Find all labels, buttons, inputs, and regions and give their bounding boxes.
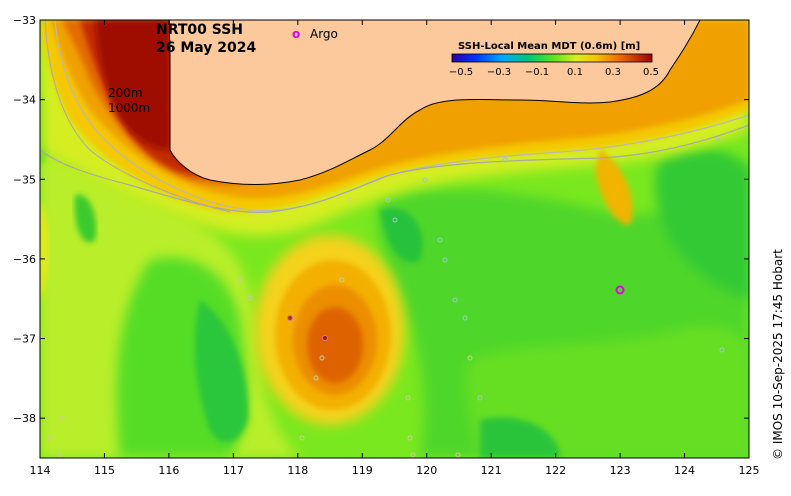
float-dot (57, 452, 63, 458)
y-tick-label: −34 (13, 94, 36, 107)
colorbar-ticks: −0.5 −0.3 −0.1 0.1 0.3 0.5 (449, 67, 659, 78)
float-dot (422, 177, 428, 183)
map-title: NRT00 SSH (156, 22, 243, 38)
float-dot (392, 217, 398, 223)
colorbar-title: SSH-Local Mean MDT (0.6m) [m] (458, 41, 640, 52)
x-tick-label: 123 (610, 464, 631, 477)
isobath-1000m (40, 124, 749, 213)
isobath-200m-label: 200m (108, 86, 143, 100)
float-dot (59, 415, 65, 421)
float-dot (47, 435, 53, 441)
argo-legend-label: Argo (310, 27, 338, 41)
map-frame (39, 19, 750, 459)
x-tick-label: 124 (674, 464, 695, 477)
float-dot (247, 295, 253, 301)
float-dot (477, 395, 483, 401)
y-axis: −33 −34 −35 −36 −37 −38 (13, 14, 749, 425)
float-dot (347, 197, 353, 203)
x-tick-label: 114 (30, 464, 51, 477)
float-dot (462, 315, 468, 321)
float-dot (719, 347, 725, 353)
float-dot (339, 277, 345, 283)
colorbar-tick-label: −0.5 (449, 67, 473, 78)
ssh-zone-west-lowest (194, 300, 249, 443)
x-tick-label: 115 (94, 464, 115, 477)
ssh-field (40, 20, 749, 458)
isobath-200m-west (44, 20, 231, 213)
colorbar-tick-label: −0.1 (525, 67, 549, 78)
argo-floats (40, 137, 725, 458)
y-tick-label: −36 (13, 253, 36, 266)
float-dot (467, 355, 473, 361)
ssh-zone-edge-high (40, 200, 49, 300)
x-tick-label: 121 (481, 464, 502, 477)
x-tick-label: 122 (545, 464, 566, 477)
x-tick-label: 117 (223, 464, 244, 477)
float-dot (287, 315, 293, 321)
ssh-zone-south-east (465, 326, 749, 458)
float-dot (442, 257, 448, 263)
float-dot (405, 395, 411, 401)
float-dot (410, 452, 416, 458)
y-tick-label: −33 (13, 14, 36, 27)
colorbar-ramp (451, 53, 653, 63)
float-dot (455, 452, 461, 458)
float-dot (437, 237, 443, 243)
argo-float-marker[interactable] (615, 285, 625, 295)
credit-text: © IMOS 10-Sep-2025 17:45 Hobart (771, 249, 785, 460)
ssh-zone-east-low (380, 208, 423, 263)
land-top (170, 20, 300, 40)
ssh-zone-far-east (654, 149, 749, 300)
isobath-1000m-label: 1000m (108, 101, 150, 115)
float-dot (237, 277, 243, 283)
ssh-zone-small-low (74, 194, 97, 243)
colorbar-tick-label: −0.3 (487, 67, 511, 78)
colorbar: SSH-Local Mean MDT (0.6m) [m] −0.5 −0.3 −0… (449, 41, 659, 78)
map-date: 26 May 2024 (156, 40, 257, 56)
float-dot (502, 157, 508, 163)
ssh-zone-south-low (480, 417, 560, 458)
colorbar-tick-label: 0.1 (567, 67, 583, 78)
float-dot (715, 137, 721, 143)
ssh-zone-coast-peak (95, 20, 170, 150)
x-tick-label: 125 (739, 464, 760, 477)
float-dot (452, 297, 458, 303)
x-tick-label: 119 (352, 464, 373, 477)
float-dot (40, 335, 45, 341)
float-dot (385, 197, 391, 203)
float-dot (313, 375, 319, 381)
x-tick-label: 118 (287, 464, 308, 477)
colorbar-tick-label: 0.3 (605, 67, 621, 78)
eddy-core (307, 307, 363, 383)
x-axis: 114 115 116 117 118 119 120 121 122 123 124 125 (30, 20, 760, 477)
y-tick-label: −38 (13, 412, 36, 425)
x-tick-label: 120 (416, 464, 437, 477)
y-tick-label: −35 (13, 173, 36, 186)
float-dot (319, 355, 325, 361)
float-dot (407, 435, 413, 441)
x-tick-label: 116 (158, 464, 179, 477)
float-dot (322, 335, 328, 341)
float-dot (299, 435, 305, 441)
colorbar-tick-label: 0.5 (643, 67, 659, 78)
ssh-zone-east-tongue (595, 150, 633, 225)
argo-legend-symbol: o (292, 27, 300, 41)
y-tick-label: −37 (13, 333, 36, 346)
